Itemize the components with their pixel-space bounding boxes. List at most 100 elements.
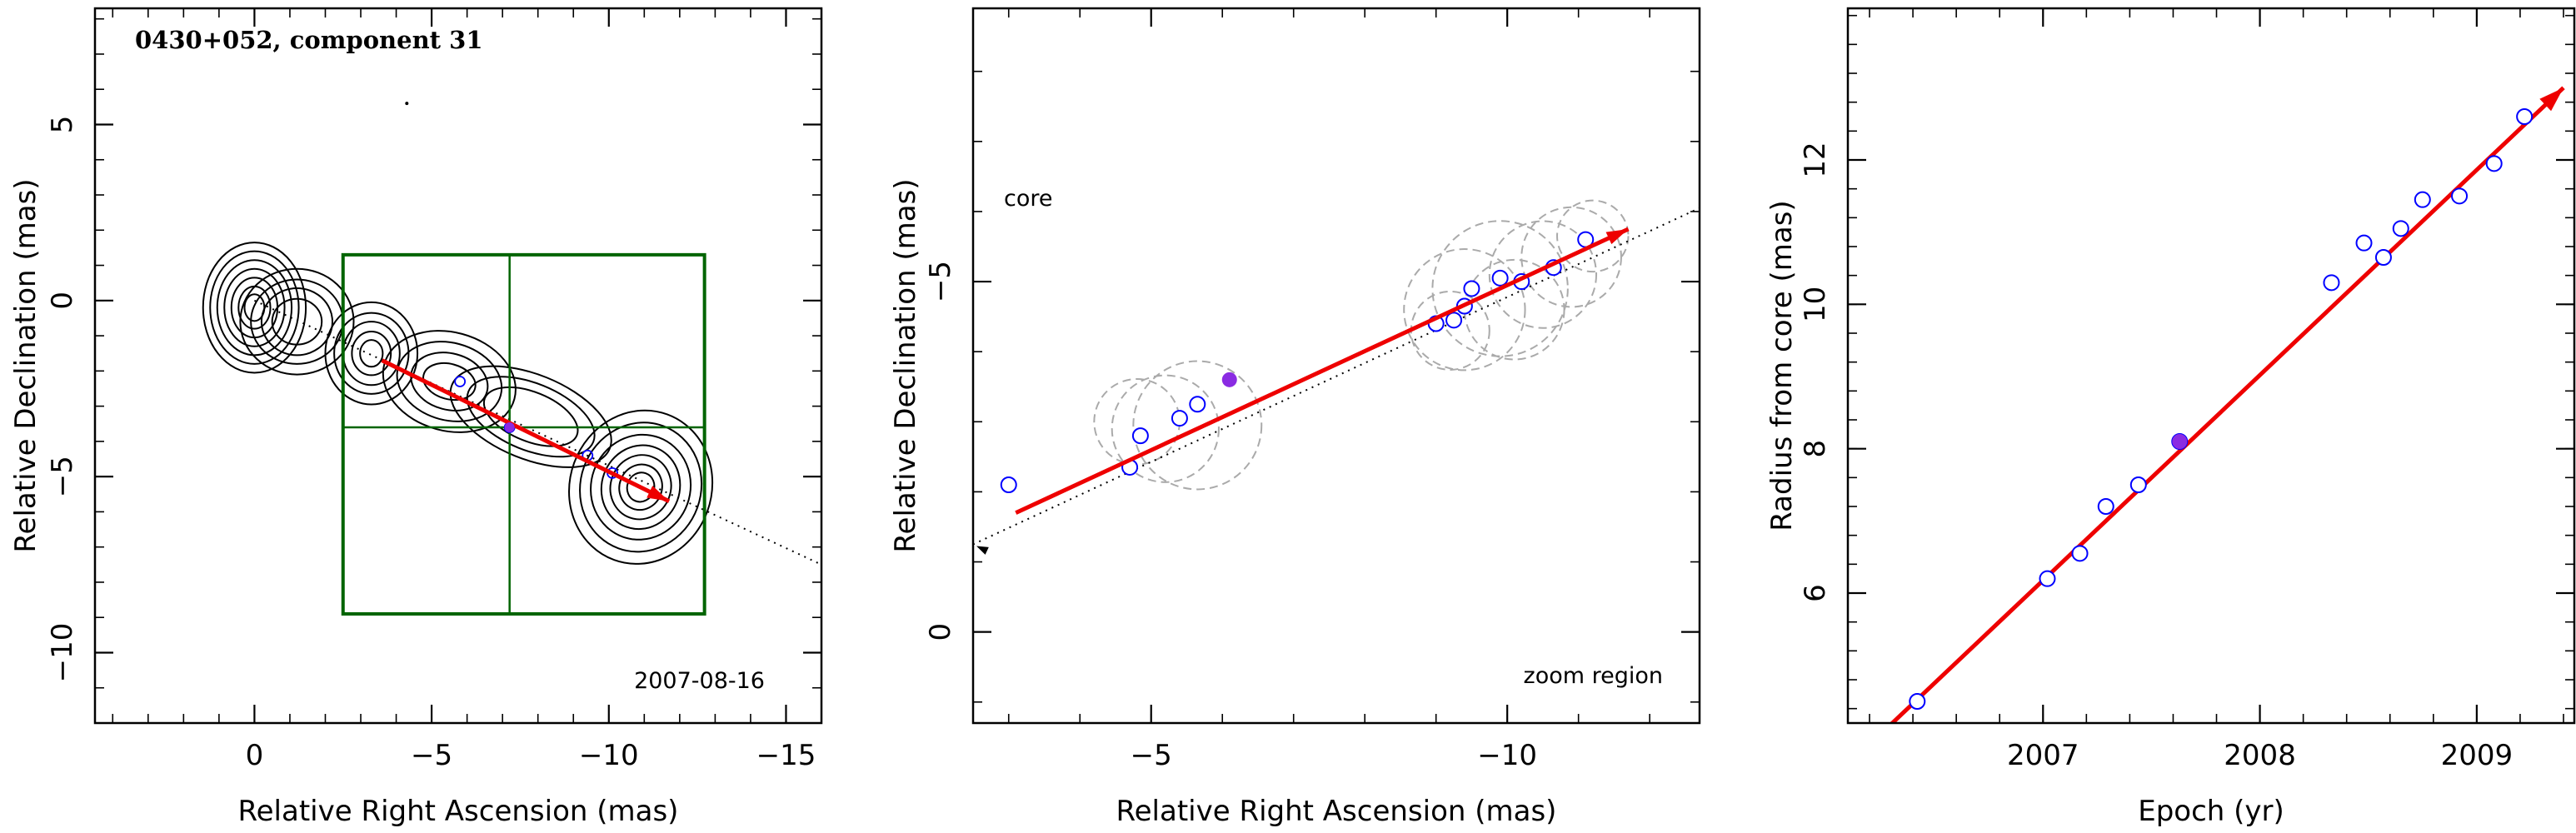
left-contours — [202, 102, 714, 565]
jet-contour — [260, 287, 333, 357]
component-position-point — [1463, 280, 1480, 297]
jet-contour — [482, 386, 579, 447]
jet-contour — [239, 267, 355, 376]
motion-arrow-shaft — [1015, 227, 1630, 515]
uncertainty-circle — [1463, 258, 1565, 361]
left-x-tick-label: −15 — [756, 739, 816, 772]
fit-arrow-shaft — [1889, 86, 2565, 723]
radius-epoch-point — [2039, 570, 2056, 587]
radius-epoch-point — [2323, 274, 2340, 292]
highlight-epoch-point — [2172, 434, 2188, 449]
left-tick-labels: 0 −5 −10 −15 5 0 −5 −10 — [46, 116, 816, 772]
left-chart-title: 0430+052, component 31 — [135, 26, 483, 54]
middle-x-tick-label: −10 — [1477, 739, 1537, 772]
uncertainty-circle — [1520, 206, 1622, 308]
uncertainty-circle — [1431, 220, 1569, 357]
radius-epoch-point — [2097, 498, 2114, 515]
middle-tick-labels: −5 −10 0 −5 — [924, 261, 1537, 772]
right-y-tick-label: 8 — [1799, 440, 1832, 458]
jet-contour — [324, 301, 419, 406]
jet-contour — [609, 454, 672, 521]
left-x-tick-label: 0 — [246, 739, 264, 772]
motion-arrow-shaft — [381, 358, 671, 503]
middle-ticks — [973, 8, 1700, 723]
radius-epoch-point — [2129, 476, 2147, 493]
left-plot-frame — [93, 7, 823, 725]
left-x-tick-label: −10 — [579, 739, 639, 772]
right-panel: 2007 2008 2009 6 8 10 12 Epoch (yr) Radius fro… — [1765, 7, 2576, 828]
motion-arrow-head — [1605, 228, 1629, 245]
component-position-point — [454, 376, 467, 387]
jet-contour — [410, 352, 489, 412]
left-x-tick-label: −5 — [411, 739, 452, 772]
right-y-axis-label: Radius from core (mas) — [1765, 200, 1799, 531]
middle-overlay — [973, 199, 1700, 555]
jet-contour — [333, 312, 410, 395]
jet-contour — [396, 341, 503, 422]
left-date-label: 2007-08-16 — [634, 668, 765, 694]
right-y-tick-label: 6 — [1799, 584, 1832, 602]
core-label: core — [1004, 186, 1052, 212]
radius-epoch-point — [1909, 693, 1926, 710]
left-ticks — [95, 8, 822, 724]
right-overlay — [1889, 86, 2565, 723]
jet-contour — [202, 242, 307, 374]
right-plot-frame — [1846, 7, 2576, 725]
jet-contour — [568, 409, 714, 565]
radius-epoch-point — [2485, 155, 2503, 172]
left-x-axis-label: Relative Right Ascension (mas) — [238, 795, 679, 828]
zoom-region-label: zoom region — [1524, 663, 1663, 689]
component-position-point — [1189, 396, 1206, 413]
jet-contour — [216, 259, 293, 357]
uncertainty-circle — [1093, 378, 1181, 466]
jet-contour — [271, 297, 323, 346]
noise-dot — [405, 102, 409, 106]
radius-epoch-point — [2516, 108, 2534, 125]
right-x-axis-label: Epoch (yr) — [2138, 795, 2284, 828]
jet-contour — [590, 433, 692, 541]
jet-contour — [600, 444, 681, 531]
uncertainty-circle — [1111, 374, 1220, 483]
uncertainty-circle — [1556, 199, 1630, 273]
uncertainty-circle — [1403, 248, 1526, 372]
core-direction-arrow — [976, 546, 989, 555]
uncertainty-circle — [1132, 360, 1263, 491]
jet-contour — [579, 421, 703, 553]
right-ticks — [1848, 8, 2574, 723]
uncertainty-circle — [1488, 220, 1598, 329]
right-x-tick-label: 2007 — [2007, 739, 2079, 772]
jet-contour — [422, 362, 477, 402]
core-direction-line — [973, 207, 1700, 546]
component-position-point — [1131, 427, 1149, 445]
middle-y-tick-label: 0 — [924, 623, 957, 641]
radius-epoch-point — [2071, 545, 2089, 562]
jet-contour — [223, 267, 286, 347]
jet-contour — [351, 331, 392, 377]
middle-y-tick-label: −5 — [924, 261, 957, 302]
jet-contour — [449, 365, 612, 468]
motion-arrow-head — [646, 486, 670, 501]
right-tick-labels: 2007 2008 2009 6 8 10 12 — [1799, 142, 2513, 772]
component-position-point — [1171, 410, 1188, 427]
radius-epoch-point — [2451, 187, 2469, 205]
right-y-tick-label: 12 — [1799, 142, 1832, 177]
radius-epoch-point — [2414, 191, 2431, 208]
jet-contour — [466, 376, 596, 458]
component-position-point — [1445, 312, 1463, 329]
left-y-tick-label: 5 — [46, 116, 79, 134]
core-direction-line — [253, 299, 821, 566]
left-y-axis-label: Relative Declination (mas) — [9, 178, 42, 552]
right-x-tick-label: 2008 — [2224, 739, 2296, 772]
zoom-box — [341, 252, 706, 616]
middle-panel: −5 −10 0 −5 core zoom region Relative Right… — [889, 7, 1701, 828]
right-y-tick-label: 10 — [1799, 287, 1832, 322]
component-position-point — [1491, 269, 1509, 287]
left-y-tick-label: −5 — [46, 456, 79, 497]
left-overlay — [253, 252, 821, 616]
jet-contour — [359, 339, 384, 368]
radius-epoch-point — [2374, 249, 2392, 266]
radius-epoch-point — [2392, 220, 2409, 237]
highlight-epoch-point — [504, 421, 515, 432]
